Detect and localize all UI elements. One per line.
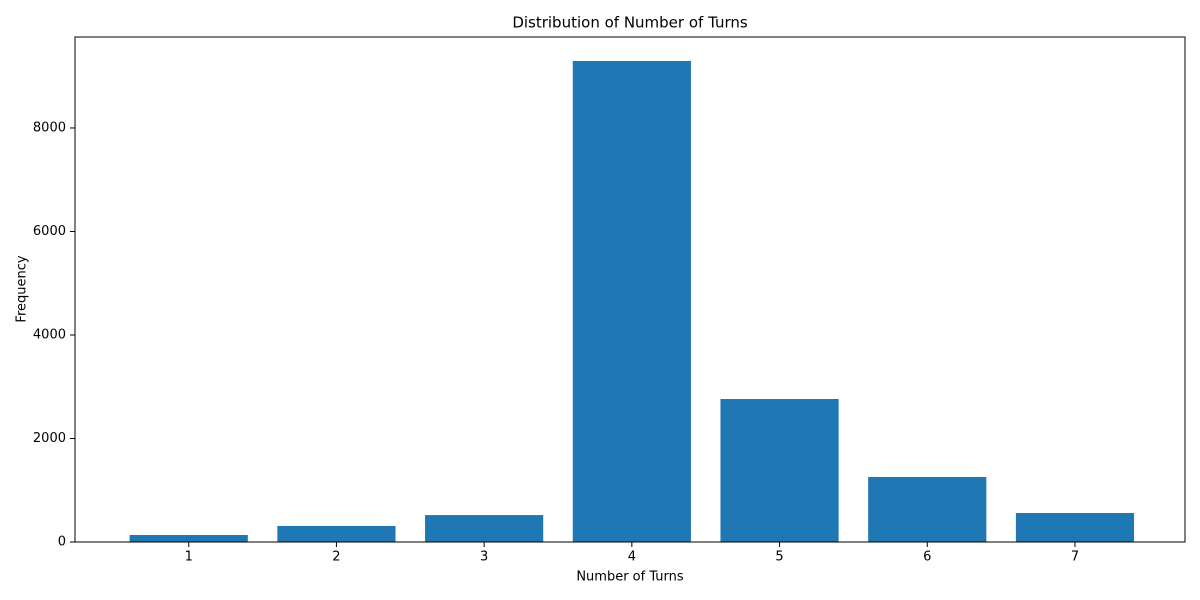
y-tick-label: 2000 xyxy=(33,431,66,446)
x-tick-label: 3 xyxy=(480,550,488,565)
chart-title: Distribution of Number of Turns xyxy=(512,14,748,32)
x-tick-label: 1 xyxy=(185,550,193,565)
bar xyxy=(129,535,248,542)
y-tick-label: 0 xyxy=(58,535,66,550)
plot-frame xyxy=(74,36,1186,543)
y-axis-label: Frequency xyxy=(15,255,30,322)
x-tick-label: 2 xyxy=(332,550,340,565)
bar xyxy=(720,399,839,542)
x-tick-label: 6 xyxy=(923,550,931,565)
bar xyxy=(277,525,396,542)
x-tick-label: 5 xyxy=(775,550,783,565)
bar xyxy=(425,515,544,542)
x-tick-label: 7 xyxy=(1071,550,1079,565)
bar xyxy=(572,60,691,542)
bar xyxy=(1015,513,1135,542)
y-tick-label: 6000 xyxy=(33,224,66,239)
x-tick-label: 4 xyxy=(628,550,636,565)
y-tick-label: 4000 xyxy=(33,327,66,342)
bar xyxy=(868,476,987,542)
x-axis-label: Number of Turns xyxy=(576,570,684,585)
y-tick-label: 8000 xyxy=(33,120,66,135)
